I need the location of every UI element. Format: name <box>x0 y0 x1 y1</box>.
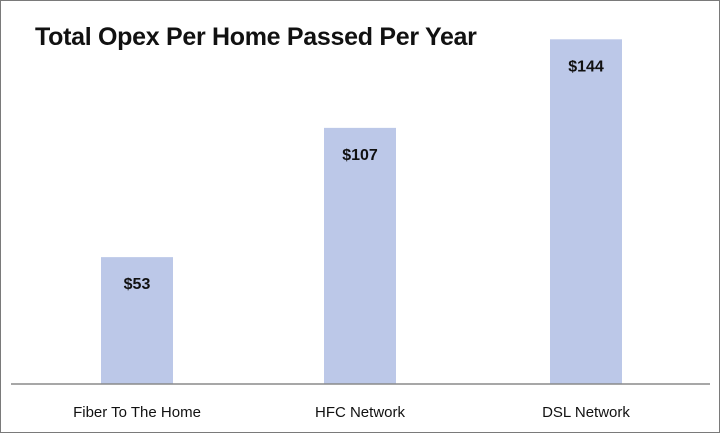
value-label-1: $53 <box>124 276 151 293</box>
value-label-2: $107 <box>342 147 378 164</box>
bar-2 <box>324 127 396 385</box>
category-label-2: HFC Network <box>315 404 406 421</box>
bars-group <box>101 39 622 385</box>
labels-group: $53 Fiber To The Home $107 HFC Network $144 D… <box>73 58 630 421</box>
category-label-1: Fiber To The Home <box>73 404 201 421</box>
chart-title: Total Opex Per Home Passed Per Year <box>35 23 477 51</box>
category-label-3: DSL Network <box>542 404 630 421</box>
bar-3 <box>550 39 622 385</box>
bar-1 <box>101 257 173 384</box>
value-label-3: $144 <box>568 58 604 75</box>
